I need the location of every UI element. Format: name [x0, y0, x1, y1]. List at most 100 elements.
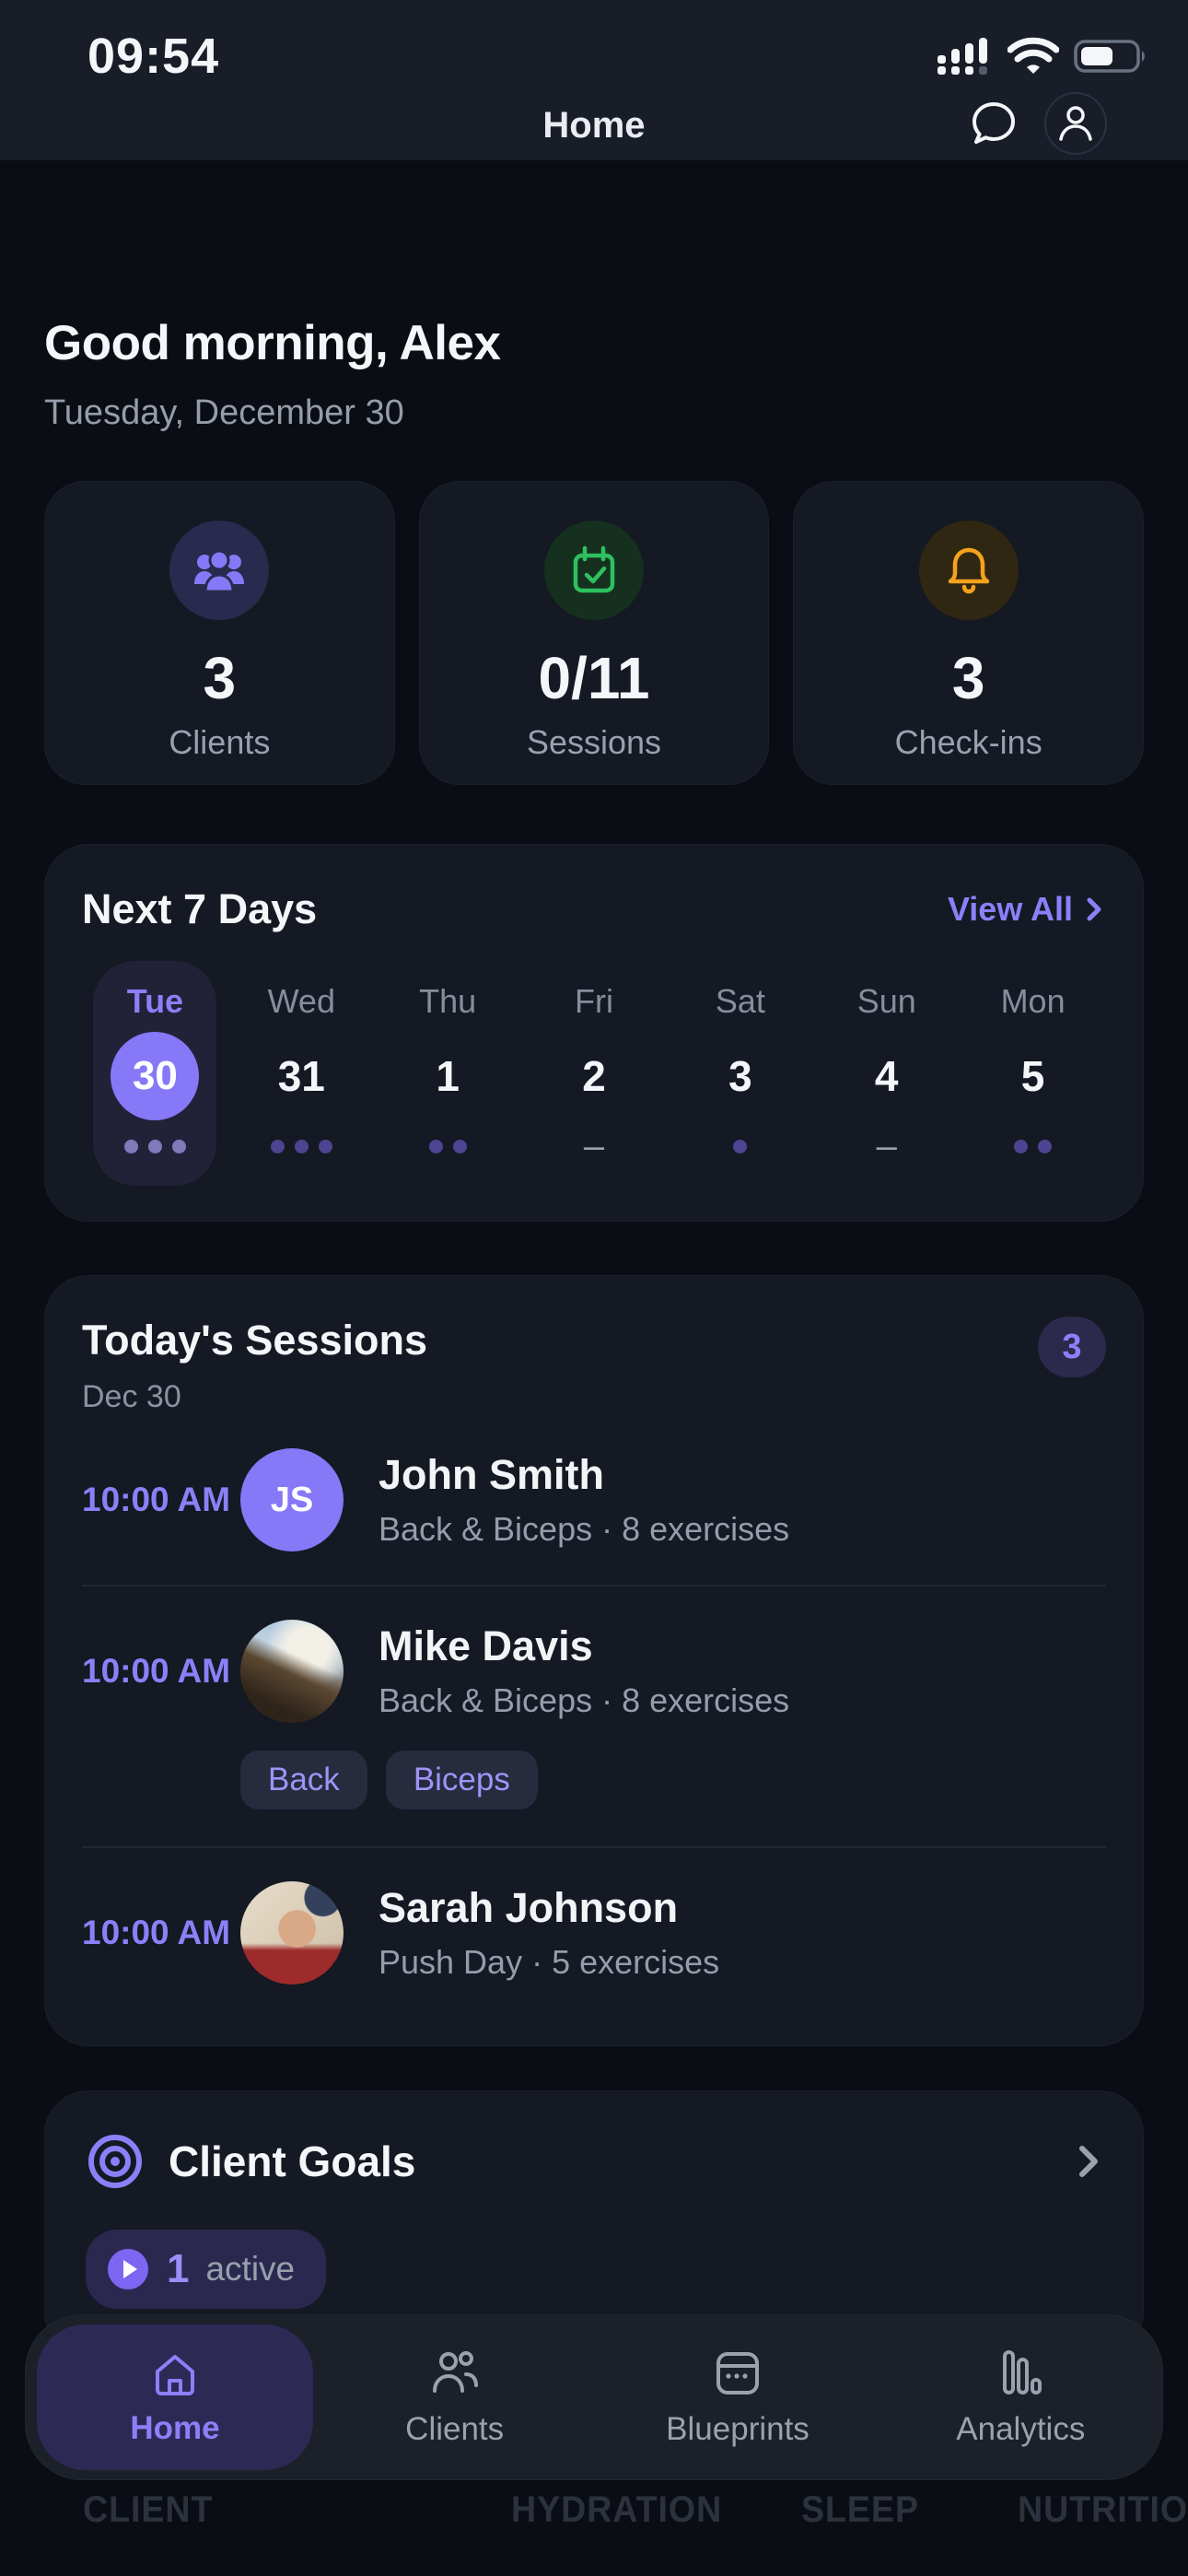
sessions-count-badge: 3 [1038, 1317, 1106, 1377]
session-dots [123, 1130, 186, 1162]
nav-item-blueprints[interactable]: Blueprints [596, 2347, 879, 2448]
session-time: 10:00 AM [82, 1914, 231, 1951]
stat-card-checkins[interactable]: 3 Check-ins [793, 481, 1145, 785]
day-col-wed[interactable]: Wed 31 [228, 961, 375, 1186]
day-label: Sat [715, 982, 765, 1020]
active-goals-chip: 1 active [86, 2230, 327, 2309]
session-row-john-smith[interactable]: 10:00 AM JS John Smith Back & Biceps · 8… [82, 1415, 1106, 1585]
week-card-title: Next 7 Days [82, 885, 318, 932]
view-all-label: View All [947, 890, 1073, 928]
next-7-days-card: Next 7 Days View All Tue 30 [44, 844, 1144, 1222]
selected-date-circle: 30 [111, 1032, 200, 1120]
checkins-count: 3 [951, 645, 985, 711]
chat-bubble-icon [968, 98, 1019, 149]
sheet-header-nutrition: NUTRITION [1018, 2489, 1188, 2530]
sessions-label: Sessions [526, 723, 662, 761]
session-detail: Push Day · 5 exercises [379, 1943, 720, 1981]
session-row-sarah-johnson[interactable]: 10:00 AM Sarah Johnson Push Day · 5 exer… [82, 1848, 1106, 2018]
clients-count: 3 [203, 645, 237, 711]
nav-item-home[interactable]: Home [37, 2324, 313, 2470]
day-label: Wed [267, 982, 335, 1020]
bottom-nav: Home Clients Blueprints [25, 2314, 1163, 2480]
day-col-fri[interactable]: Fri 2 – [521, 961, 668, 1186]
wifi-icon [1007, 37, 1059, 76]
day-date: 31 [277, 1052, 325, 1100]
no-session-marker: – [876, 1125, 897, 1166]
day-label: Thu [419, 982, 477, 1020]
day-date: 30 [132, 1053, 178, 1098]
session-dots [733, 1130, 748, 1162]
session-dots [428, 1130, 467, 1162]
day-col-mon[interactable]: Mon 5 [960, 961, 1106, 1186]
session-detail: Back & Biceps · 8 exercises [379, 1510, 790, 1548]
day-date: 1 [436, 1052, 460, 1100]
todays-sessions-card: Today's Sessions Dec 30 3 10:00 AM JS Jo… [44, 1275, 1144, 2046]
day-col-sun[interactable]: Sun 4 – [813, 961, 960, 1186]
tag-biceps: Biceps [385, 1751, 538, 1809]
stat-card-sessions[interactable]: 0/11 Sessions [418, 481, 770, 785]
person-icon [1053, 100, 1099, 146]
session-row-mike-davis[interactable]: 10:00 AM Mike Davis Back & Biceps · 8 ex… [82, 1587, 1106, 1846]
divider [82, 1585, 1106, 1587]
analytics-icon [994, 2347, 1047, 2400]
sheet-header-hydration: HYDRATION [511, 2489, 723, 2530]
sessions-card-title: Today's Sessions [82, 1317, 428, 1364]
chevron-right-icon [1082, 895, 1106, 924]
day-label: Tue [126, 982, 184, 1020]
home-icon [148, 2348, 202, 2401]
day-date: 5 [1020, 1052, 1045, 1100]
header: 09:54 [0, 0, 1188, 160]
day-date: 4 [874, 1052, 899, 1100]
session-dots [1014, 1130, 1053, 1162]
stats-row: 3 Clients 0/11 Sessions [44, 481, 1145, 785]
profile-button[interactable] [1044, 92, 1107, 155]
tag-back: Back [240, 1751, 367, 1809]
week-days-row: Tue 30 Wed 31 Thu [82, 961, 1106, 1186]
stat-card-clients[interactable]: 3 Clients [44, 481, 395, 785]
day-col-thu[interactable]: Thu 1 [375, 961, 521, 1186]
nav-label-clients: Clients [405, 2411, 505, 2447]
avatar: JS [240, 1448, 344, 1551]
play-icon [106, 2247, 150, 2291]
day-date: 2 [582, 1052, 606, 1100]
divider [82, 1846, 1106, 1848]
avatar [240, 1620, 344, 1723]
day-col-tue[interactable]: Tue 30 [82, 961, 228, 1186]
blueprints-icon [711, 2347, 764, 2400]
target-icon [86, 2132, 145, 2191]
active-goals-label: active [205, 2250, 296, 2288]
session-time: 10:00 AM [82, 1652, 231, 1690]
messages-button[interactable] [967, 97, 1020, 150]
nav-label-blueprints: Blueprints [666, 2411, 809, 2447]
goals-title: Client Goals [169, 2137, 416, 2185]
greeting-date: Tuesday, December 30 [44, 393, 404, 432]
sessions-count: 0/11 [538, 645, 650, 711]
sheet-header-sleep: SLEEP [801, 2489, 919, 2530]
nav-item-clients[interactable]: Clients [313, 2347, 596, 2448]
day-label: Mon [1000, 982, 1066, 1020]
chevron-right-icon [1075, 2141, 1102, 2182]
greeting-title: Good morning, Alex [44, 316, 501, 370]
nav-label-analytics: Analytics [956, 2411, 1086, 2447]
clients-icon [428, 2347, 482, 2400]
view-all-link[interactable]: View All [948, 890, 1106, 929]
nav-item-analytics[interactable]: Analytics [879, 2347, 1162, 2448]
clients-group-icon [169, 521, 270, 620]
content: Good morning, Alex Tuesday, December 30 … [0, 160, 1188, 2356]
session-client-name: John Smith [379, 1451, 604, 1498]
day-label: Fri [575, 982, 613, 1020]
session-detail: Back & Biceps · 8 exercises [379, 1681, 790, 1719]
day-label: Sun [856, 982, 916, 1020]
background-sheet-headers: CLIENT HYDRATION SLEEP NUTRITION [0, 2489, 1188, 2545]
session-client-name: Sarah Johnson [379, 1884, 679, 1931]
status-time: 09:54 [87, 29, 220, 84]
no-session-marker: – [583, 1125, 605, 1166]
avatar [240, 1881, 344, 1985]
session-time: 10:00 AM [82, 1481, 231, 1518]
day-col-sat[interactable]: Sat 3 [667, 961, 813, 1186]
page-title: Home [542, 105, 646, 146]
client-goals-card[interactable]: Client Goals 1 active [44, 2090, 1144, 2356]
cellular-signal-icon [936, 37, 993, 76]
clients-label: Clients [169, 723, 271, 761]
